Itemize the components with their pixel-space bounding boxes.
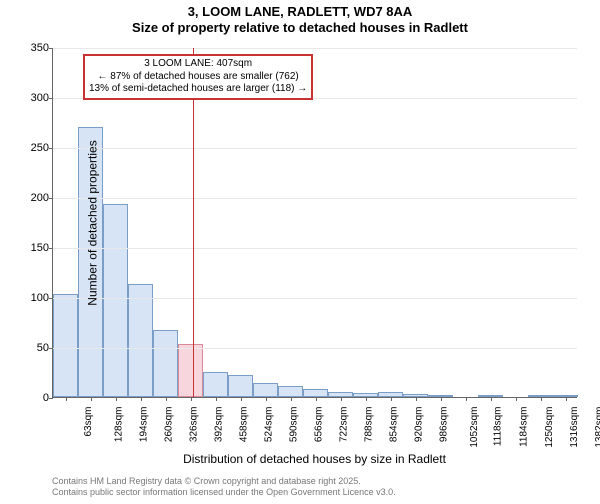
chart-area: 050100150200250300350 63sqm128sqm194sqm2… [52,48,577,398]
x-tick-label: 986sqm [438,407,449,443]
x-tick-mark [291,397,292,401]
y-tick-mark [49,148,53,149]
x-tick-mark [566,397,567,401]
chart-subtitle: Size of property relative to detached ho… [0,20,600,35]
x-tick-mark [441,397,442,401]
bars-container [53,48,577,397]
x-tick-mark [541,397,542,401]
x-tick-label: 326sqm [188,407,199,443]
x-tick-label: 1382sqm [594,407,600,448]
x-tick-mark [66,397,67,401]
x-tick-mark [491,397,492,401]
chart-title: 3, LOOM LANE, RADLETT, WD7 8AA [0,4,600,19]
x-tick-label: 656sqm [313,407,324,443]
x-tick-label: 1052sqm [469,407,480,448]
x-tick-label: 194sqm [138,407,149,443]
annotation-box: 3 LOOM LANE: 407sqm ← 87% of detached ho… [83,54,313,100]
histogram-bar [303,389,328,397]
y-tick-mark [49,198,53,199]
x-tick-mark [341,397,342,401]
y-tick-mark [49,248,53,249]
x-tick-mark [516,397,517,401]
grid-line [53,248,577,249]
x-tick-label: 854sqm [388,407,399,443]
x-tick-mark [391,397,392,401]
x-tick-mark [166,397,167,401]
x-tick-label: 722sqm [338,407,349,443]
histogram-bar [278,386,303,397]
x-tick-mark [241,397,242,401]
x-tick-mark [466,397,467,401]
x-tick-label: 392sqm [213,407,224,443]
grid-line [53,48,577,49]
histogram-bar [228,375,253,397]
histogram-bar [103,204,128,397]
x-tick-label: 1250sqm [544,407,555,448]
y-tick-mark [49,298,53,299]
x-tick-label: 260sqm [163,407,174,443]
attribution-footer: Contains HM Land Registry data © Crown c… [52,476,396,498]
plot-region: 050100150200250300350 63sqm128sqm194sqm2… [52,48,577,398]
x-tick-label: 920sqm [413,407,424,443]
histogram-bar [203,372,228,397]
x-tick-label: 1316sqm [569,407,580,448]
histogram-bar-highlight [178,344,203,397]
x-tick-label: 63sqm [83,407,94,437]
x-tick-label: 128sqm [113,407,124,443]
x-tick-label: 458sqm [238,407,249,443]
x-tick-mark [141,397,142,401]
x-tick-label: 788sqm [363,407,374,443]
y-tick-mark [49,98,53,99]
annotation-line-1: 3 LOOM LANE: 407sqm [89,58,307,71]
footer-line-1: Contains HM Land Registry data © Crown c… [52,476,396,487]
x-tick-mark [216,397,217,401]
y-tick-mark [49,48,53,49]
annotation-line-3: 13% of semi-detached houses are larger (… [89,83,307,96]
y-tick-mark [49,398,53,399]
x-tick-mark [316,397,317,401]
x-tick-mark [116,397,117,401]
reference-marker-line [193,48,194,397]
x-tick-mark [266,397,267,401]
x-tick-mark [191,397,192,401]
footer-line-2: Contains public sector information licen… [52,487,396,498]
grid-line [53,298,577,299]
x-axis-label: Distribution of detached houses by size … [183,452,446,466]
x-tick-label: 590sqm [288,407,299,443]
histogram-bar [128,284,153,397]
x-tick-mark [416,397,417,401]
histogram-bar [53,294,78,397]
y-axis-label: Number of detached properties [86,140,100,305]
grid-line [53,348,577,349]
x-tick-mark [91,397,92,401]
x-tick-label: 524sqm [263,407,274,443]
histogram-bar [153,330,178,397]
grid-line [53,148,577,149]
x-tick-mark [366,397,367,401]
grid-line [53,198,577,199]
x-tick-label: 1184sqm [518,407,529,447]
histogram-bar [253,383,278,397]
y-tick-mark [49,348,53,349]
x-tick-label: 1118sqm [492,407,503,447]
annotation-line-2: ← 87% of detached houses are smaller (76… [89,71,307,84]
